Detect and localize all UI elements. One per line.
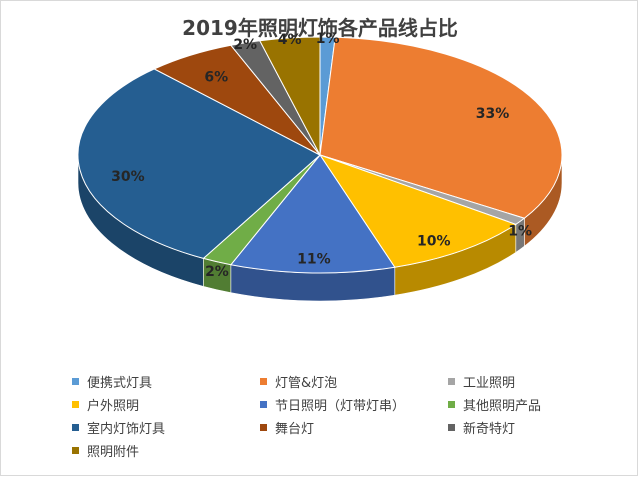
data-label-灯管&灯泡: 33% [476, 106, 510, 122]
legend-label: 照明附件 [87, 444, 140, 460]
legend-label: 灯管&灯泡 [275, 375, 338, 391]
data-label-室内灯饰灯具: 30% [111, 169, 145, 185]
data-label-便携式灯具: 1% [316, 31, 340, 47]
legend-item: 室内灯饰灯具 [72, 418, 260, 437]
legend-item: 工业照明 [448, 372, 598, 391]
legend-label: 户外照明 [87, 398, 140, 414]
legend-swatch [72, 446, 79, 454]
legend-label: 工业照明 [463, 375, 516, 391]
legend-swatch [260, 423, 267, 431]
legend-label: 便携式灯具 [87, 375, 153, 391]
legend-swatch [72, 423, 79, 431]
legend-item: 舞台灯 [260, 418, 448, 437]
legend-swatch [72, 400, 79, 408]
legend-item: 节日照明（灯带灯串） [260, 395, 448, 414]
legend-item: 照明附件 [72, 441, 260, 460]
legend-item: 新奇特灯 [448, 418, 598, 437]
data-label-其他照明产品: 2% [205, 264, 229, 280]
legend-label: 室内灯饰灯具 [87, 421, 166, 437]
legend-label: 舞台灯 [275, 421, 315, 437]
legend-swatch [260, 377, 267, 385]
data-label-舞台灯: 6% [204, 69, 228, 85]
legend-swatch [448, 377, 455, 385]
data-label-工业照明: 1% [508, 223, 532, 239]
data-label-照明附件: 4% [278, 32, 302, 48]
legend-swatch [448, 400, 455, 408]
legend-label: 其他照明产品 [463, 398, 542, 414]
data-label-节日照明（灯带灯串）: 11% [297, 251, 331, 267]
legend-label: 节日照明（灯带灯串） [275, 398, 406, 414]
legend-swatch [448, 423, 455, 431]
legend-item: 其他照明产品 [448, 395, 598, 414]
legend: 便携式灯具 灯管&灯泡 工业照明户外照明 节日照明（灯带灯串） 其他照明产品室内灯饰灯具… [72, 372, 592, 460]
legend-swatch [72, 377, 79, 385]
data-label-新奇特灯: 2% [233, 37, 257, 53]
pie-slice-灯管&灯泡 [319, 36, 563, 219]
legend-label: 新奇特灯 [463, 421, 516, 437]
pie-slice-照明附件 [259, 36, 321, 156]
pie-slice-室内灯饰灯具 [77, 68, 321, 259]
chart-title: 2019年照明灯饰各产品线占比 [182, 16, 458, 40]
pie-slice-户外照明 [318, 154, 517, 268]
legend-item: 户外照明 [72, 395, 260, 414]
legend-item: 灯管&灯泡 [260, 372, 448, 391]
data-label-户外照明: 10% [417, 233, 451, 249]
legend-item: 便携式灯具 [72, 372, 260, 391]
pie-slice-节日照明（灯带灯串） [229, 154, 396, 274]
legend-swatch [260, 400, 267, 408]
